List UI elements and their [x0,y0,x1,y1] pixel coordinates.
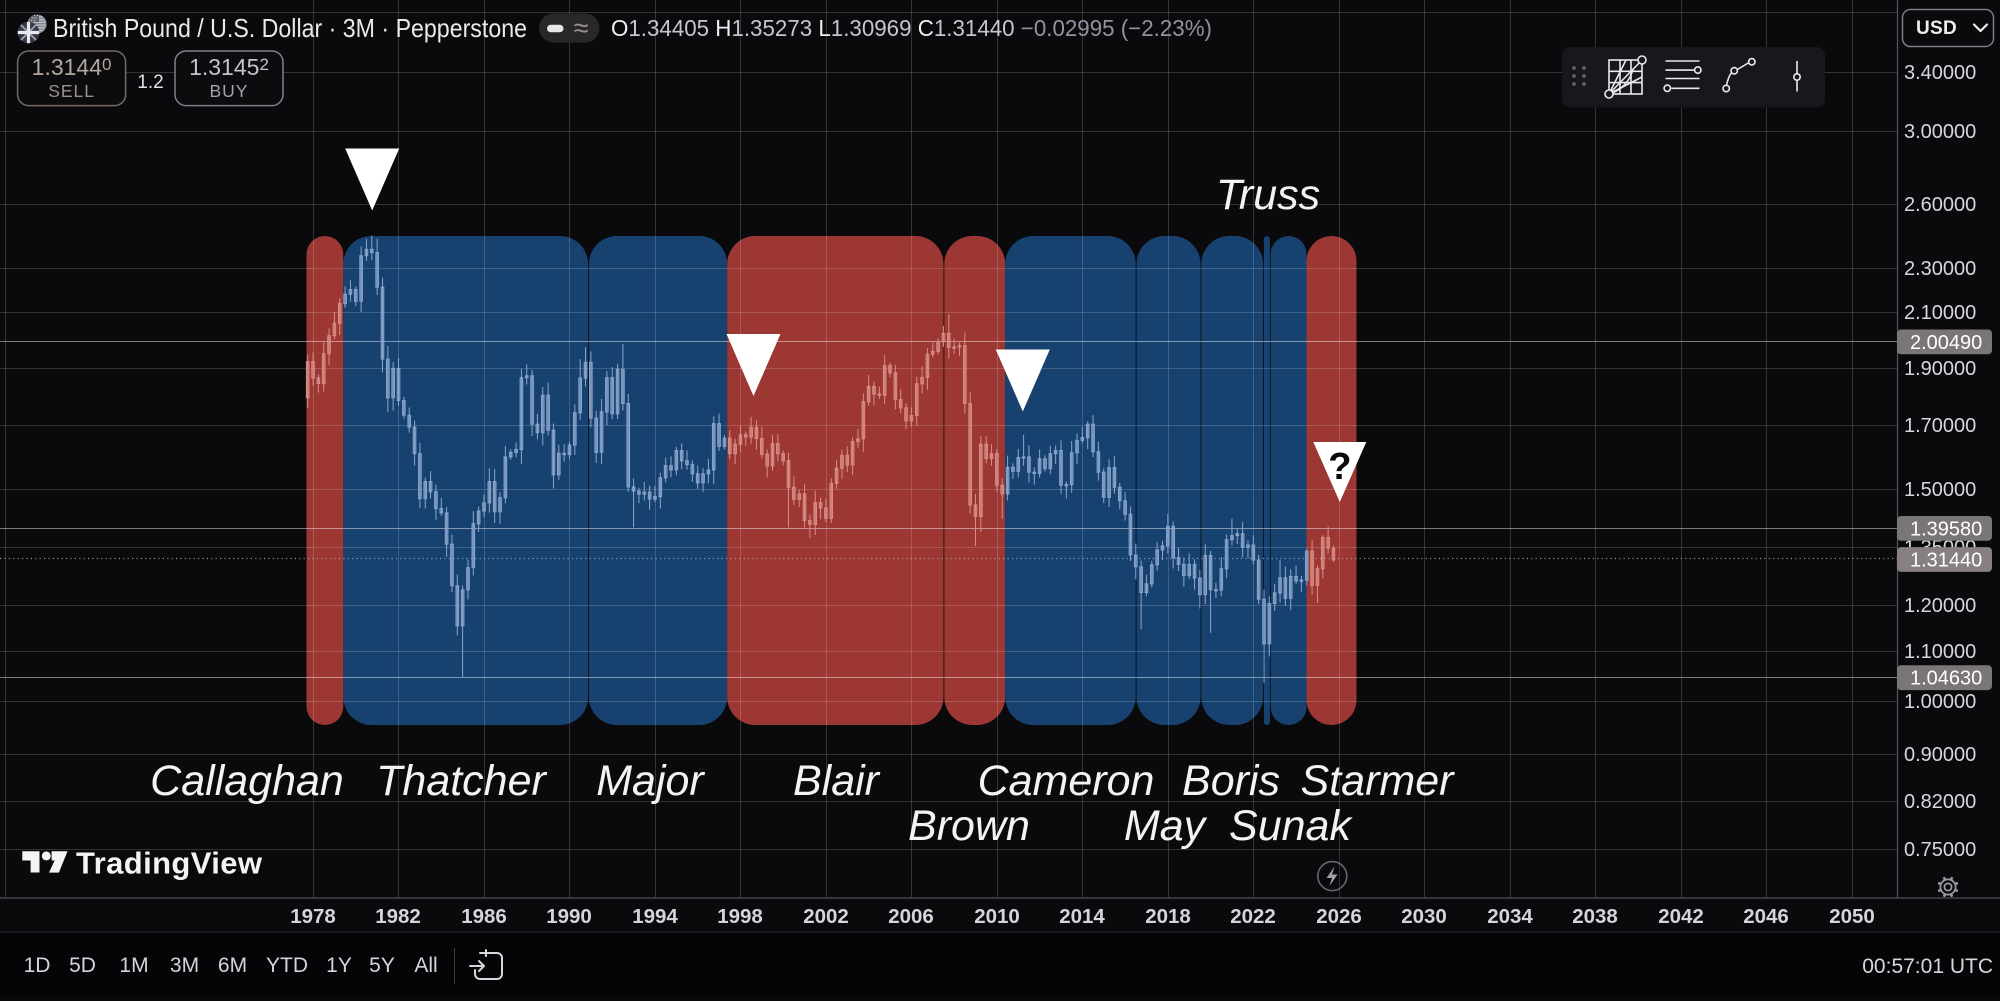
svg-text:Major: Major [596,757,705,805]
svg-text:5Y: 5Y [369,954,395,977]
svg-text:0.82000: 0.82000 [1904,791,1976,813]
svg-text:1.50000: 1.50000 [1904,479,1976,501]
svg-text:1M: 1M [119,954,148,977]
svg-text:Truss: Truss [1216,171,1320,219]
svg-text:TradingView: TradingView [76,846,263,881]
svg-text:1.04630: 1.04630 [1910,668,1982,690]
svg-text:USD: USD [1916,18,1957,39]
svg-text:0.90000: 0.90000 [1904,744,1976,766]
svg-text:1.00000: 1.00000 [1904,691,1976,713]
svg-text:?: ? [1328,446,1351,488]
svg-text:2.60000: 2.60000 [1904,194,1976,216]
svg-text:2042: 2042 [1658,905,1704,928]
svg-text:2014: 2014 [1059,905,1105,928]
svg-text:2034: 2034 [1487,905,1533,928]
svg-text:1978: 1978 [290,905,336,928]
svg-text:3.40000: 3.40000 [1904,62,1976,84]
svg-text:2022: 2022 [1230,905,1276,928]
svg-text:1.70000: 1.70000 [1904,415,1976,437]
svg-text:1990: 1990 [546,905,592,928]
svg-text:2.10000: 2.10000 [1904,302,1976,324]
svg-text:Boris: Boris [1182,757,1280,805]
svg-text:1Y: 1Y [326,954,352,977]
svg-text:Brown: Brown [908,802,1030,850]
svg-text:0.75000: 0.75000 [1904,839,1976,861]
svg-text:1.31440: 1.31440 [32,54,112,80]
svg-text:1.39580: 1.39580 [1910,518,1982,540]
svg-text:2030: 2030 [1401,905,1447,928]
svg-text:Starmer: Starmer [1301,757,1456,805]
svg-text:O1.34405 H1.35273 L1.30969 C1.: O1.34405 H1.35273 L1.30969 C1.31440 −0.0… [611,15,1212,41]
svg-text:2050: 2050 [1829,905,1875,928]
svg-text:6M: 6M [218,954,247,977]
svg-text:2038: 2038 [1572,905,1618,928]
svg-text:3.00000: 3.00000 [1904,121,1976,143]
svg-text:2046: 2046 [1743,905,1789,928]
svg-text:Cameron: Cameron [978,757,1155,805]
svg-text:1994: 1994 [632,905,678,928]
svg-text:2010: 2010 [974,905,1020,928]
svg-text:Sunak: Sunak [1229,802,1353,850]
svg-text:1982: 1982 [375,905,421,928]
svg-text:BUY: BUY [210,81,249,101]
svg-text:1.90000: 1.90000 [1904,358,1976,380]
svg-text:1.10000: 1.10000 [1904,641,1976,663]
svg-text:SELL: SELL [48,81,95,101]
svg-text:1.31452: 1.31452 [189,54,269,80]
svg-text:2.30000: 2.30000 [1904,258,1976,280]
svg-text:1986: 1986 [461,905,507,928]
svg-text:2.00490: 2.00490 [1910,332,1982,354]
svg-text:May: May [1124,802,1208,850]
svg-text:1.2: 1.2 [137,72,163,93]
svg-text:Blair: Blair [793,757,881,805]
svg-text:2026: 2026 [1316,905,1362,928]
svg-text:Callaghan: Callaghan [150,757,344,805]
svg-text:Thatcher: Thatcher [376,757,547,805]
svg-text:5D: 5D [69,954,96,977]
svg-text:2002: 2002 [803,905,849,928]
svg-text:All: All [414,954,437,977]
svg-text:1.20000: 1.20000 [1904,595,1976,617]
svg-text:YTD: YTD [266,954,308,977]
svg-text:1998: 1998 [717,905,763,928]
svg-text:2018: 2018 [1145,905,1191,928]
svg-text:≈: ≈ [574,13,589,43]
svg-text:3M: 3M [170,954,199,977]
svg-text:00:57:01 UTC: 00:57:01 UTC [1862,955,1993,978]
svg-text:British Pound / U.S. Dollar ·: British Pound / U.S. Dollar · 3M · Peppe… [53,13,527,43]
svg-text:1D: 1D [24,954,51,977]
svg-text:2006: 2006 [888,905,934,928]
svg-text:1.31440: 1.31440 [1910,550,1982,572]
